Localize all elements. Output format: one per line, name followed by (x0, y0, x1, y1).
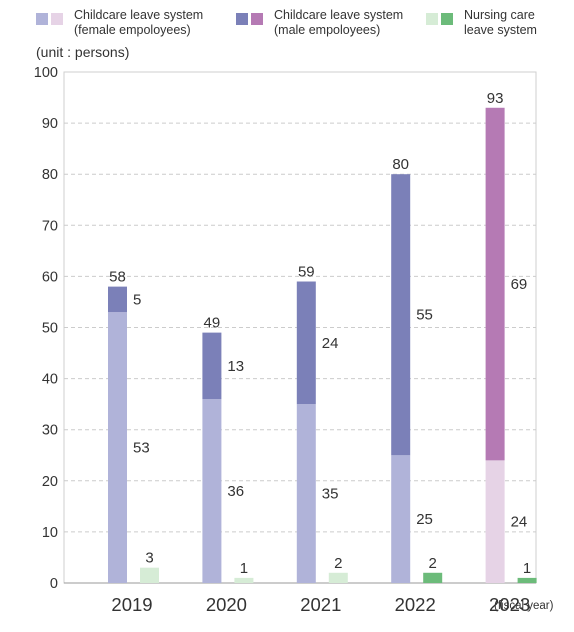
y-tick-label: 0 (50, 576, 58, 592)
unit-label: (unit : persons) (36, 44, 130, 60)
y-tick-label: 30 (42, 423, 58, 439)
y-tick-label: 20 (42, 474, 58, 490)
legend-item-nursing: Nursing care leave system (426, 8, 537, 38)
data-label-total: 59 (298, 264, 315, 281)
data-label-male: 69 (511, 276, 528, 293)
data-label-female: 24 (511, 514, 528, 531)
bar-female-2021 (296, 404, 316, 583)
bar-male-2022 (391, 174, 411, 456)
y-tick-label: 100 (34, 65, 58, 81)
data-label-nursing: 2 (429, 555, 437, 572)
bar-female-2023 (485, 460, 505, 583)
data-label-nursing: 2 (334, 555, 342, 572)
bar-male-2020 (202, 332, 222, 400)
legend-swatch-female-2 (51, 13, 63, 25)
bar-female-2020 (202, 399, 222, 583)
data-label-nursing: 1 (523, 560, 531, 577)
legend-swatch-male-2 (251, 13, 263, 25)
x-tick-label: 2019 (111, 594, 152, 615)
x-tick-label: 2023 (489, 594, 530, 615)
data-label-total: 49 (204, 315, 221, 332)
legend-swatch-female-1 (36, 13, 48, 25)
data-label-female: 25 (416, 511, 433, 528)
x-tick-label: 2021 (300, 594, 341, 615)
legend-swatch-nursing-1 (426, 13, 438, 25)
bar-nursing-2022 (423, 572, 443, 583)
legend-item-female: Childcare leave system (female empoloyee… (36, 8, 203, 38)
data-label-female: 53 (133, 440, 150, 457)
bar-nursing-2021 (328, 572, 348, 583)
legend: Childcare leave system (female empoloyee… (0, 4, 574, 44)
bar-male-2019 (108, 286, 127, 313)
bar-nursing-2020 (234, 577, 254, 583)
data-label-male: 24 (322, 335, 339, 352)
legend-swatch-nursing-2 (441, 13, 453, 25)
data-label-female: 35 (322, 486, 339, 503)
legend-label-female: Childcare leave system (female empoloyee… (74, 8, 204, 37)
x-tick-label: 2022 (395, 594, 436, 615)
data-label-nursing: 1 (240, 560, 248, 577)
legend-item-male: Childcare leave system (male empoloyees) (236, 8, 403, 38)
data-label-nursing: 3 (145, 550, 153, 567)
bar-nursing-2019 (140, 567, 159, 583)
data-label-total: 80 (392, 156, 409, 173)
data-label-male: 13 (227, 358, 244, 375)
y-tick-label: 80 (42, 167, 58, 183)
data-label-male: 55 (416, 307, 433, 324)
data-label-female: 36 (227, 483, 244, 500)
x-tick-label: 2020 (206, 594, 247, 615)
legend-label-nursing: Nursing care leave system (464, 8, 537, 37)
bar-female-2019 (108, 312, 127, 583)
y-tick-label: 60 (42, 269, 58, 285)
data-label-total: 58 (109, 269, 126, 286)
bar-male-2023 (485, 107, 505, 461)
y-tick-label: 40 (42, 372, 58, 388)
y-tick-label: 90 (42, 116, 58, 132)
bar-male-2021 (296, 281, 316, 405)
bar-female-2022 (391, 455, 411, 583)
bar-nursing-2023 (517, 577, 537, 583)
legend-swatch-male-1 (236, 13, 248, 25)
data-label-total: 93 (487, 90, 504, 107)
x-axis-suffix: (fiscal year) (494, 600, 554, 612)
legend-label-male: Childcare leave system (male empoloyees) (274, 8, 404, 37)
y-tick-label: 10 (42, 525, 58, 541)
y-tick-label: 70 (42, 218, 58, 234)
data-label-male: 5 (133, 291, 141, 308)
y-tick-label: 50 (42, 321, 58, 337)
